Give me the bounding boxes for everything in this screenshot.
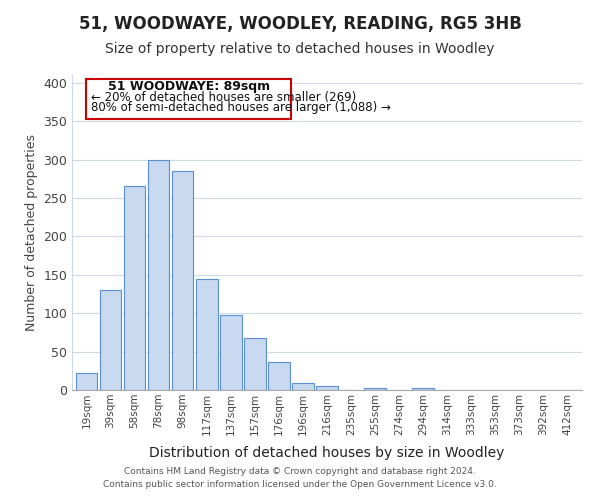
Bar bbox=[220, 314, 242, 390]
Text: 80% of semi-detached houses are larger (1,088) →: 80% of semi-detached houses are larger (… bbox=[91, 101, 391, 114]
Bar bbox=[76, 373, 97, 390]
Bar bbox=[100, 290, 121, 390]
Bar bbox=[124, 186, 145, 390]
Bar bbox=[364, 388, 386, 390]
FancyBboxPatch shape bbox=[86, 79, 291, 119]
Bar bbox=[148, 160, 169, 390]
Text: Contains HM Land Registry data © Crown copyright and database right 2024.: Contains HM Land Registry data © Crown c… bbox=[124, 467, 476, 476]
Text: 51 WOODWAYE: 89sqm: 51 WOODWAYE: 89sqm bbox=[107, 80, 270, 94]
Y-axis label: Number of detached properties: Number of detached properties bbox=[25, 134, 38, 331]
X-axis label: Distribution of detached houses by size in Woodley: Distribution of detached houses by size … bbox=[149, 446, 505, 460]
Text: 51, WOODWAYE, WOODLEY, READING, RG5 3HB: 51, WOODWAYE, WOODLEY, READING, RG5 3HB bbox=[79, 15, 521, 33]
Bar bbox=[292, 383, 314, 390]
Bar bbox=[244, 338, 266, 390]
Text: Size of property relative to detached houses in Woodley: Size of property relative to detached ho… bbox=[105, 42, 495, 56]
Text: Contains public sector information licensed under the Open Government Licence v3: Contains public sector information licen… bbox=[103, 480, 497, 489]
Bar bbox=[172, 171, 193, 390]
Text: ← 20% of detached houses are smaller (269): ← 20% of detached houses are smaller (26… bbox=[91, 91, 356, 104]
Bar bbox=[316, 386, 338, 390]
Bar bbox=[196, 278, 218, 390]
Bar bbox=[268, 362, 290, 390]
Bar bbox=[412, 388, 434, 390]
